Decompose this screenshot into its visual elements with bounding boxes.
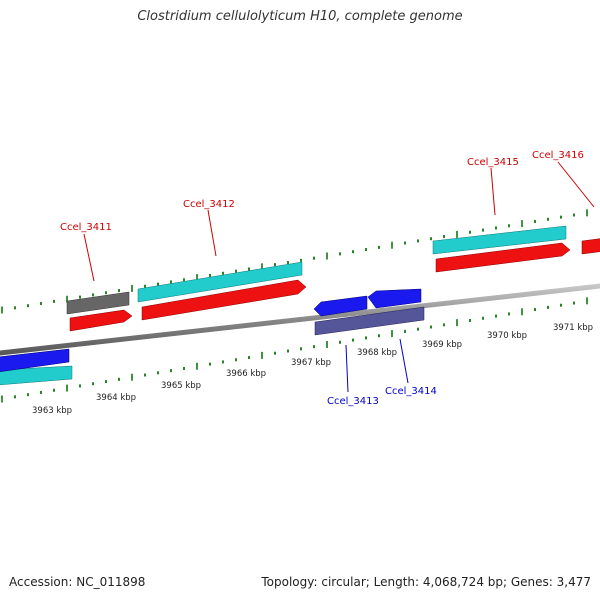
scale-label-3969: 3969 kbp [422,340,462,350]
gene-arrow-3414[interactable] [367,288,422,309]
left-reverse-gene[interactable] [0,348,70,372]
leader-line-3415 [490,167,496,216]
scale-label-3970: 3970 kbp [487,331,527,341]
gene-label-3411[interactable]: Ccel_3411 [60,222,112,233]
leader-line-3416 [557,161,595,208]
gene-arrow-3416[interactable] [581,238,600,255]
gene-arrow-3413[interactable] [313,295,368,317]
genome-backbone [0,283,600,356]
genome-stats-text: Topology: circular; Length: 4,068,724 bp… [261,575,591,589]
scale-label-3971: 3971 kbp [553,323,593,333]
gene-arrow-3411[interactable] [69,309,133,332]
gene-label-3416[interactable]: Ccel_3416 [532,150,584,161]
pseudo-gene-bar[interactable] [66,291,130,315]
left-cds-bar[interactable] [0,365,73,386]
leader-line-3414 [399,338,409,384]
gene-arrow-3415[interactable] [435,242,571,273]
gene-label-3415[interactable]: Ccel_3415 [467,157,519,168]
gene-label-3412[interactable]: Ccel_3412 [183,199,235,210]
leader-line-3411 [83,233,95,282]
accession-text: Accession: NC_011898 [9,575,146,589]
bottom-ticks [1,297,588,403]
scale-label-3963: 3963 kbp [32,406,72,416]
scale-label-3965: 3965 kbp [161,381,201,391]
scale-label-3967: 3967 kbp [291,358,331,368]
forward-cds-bar-3415[interactable] [432,225,567,255]
scale-label-3964: 3964 kbp [96,393,136,403]
scale-label-3968: 3968 kbp [357,348,397,358]
map-title: Clostridium cellulolyticum H10, complete… [137,9,463,24]
gene-arrow-3412[interactable] [141,279,307,321]
forward-cds-bar-3412[interactable] [137,261,303,303]
scale-label-3966: 3966 kbp [226,369,266,379]
leader-line-3412 [207,209,217,257]
top-ticks [1,209,588,314]
leader-line-3413 [345,344,349,393]
gene-label-3414[interactable]: Ccel_3414 [385,386,437,397]
reverse-cds-bar[interactable] [314,306,425,336]
gene-label-3413[interactable]: Ccel_3413 [327,396,379,407]
